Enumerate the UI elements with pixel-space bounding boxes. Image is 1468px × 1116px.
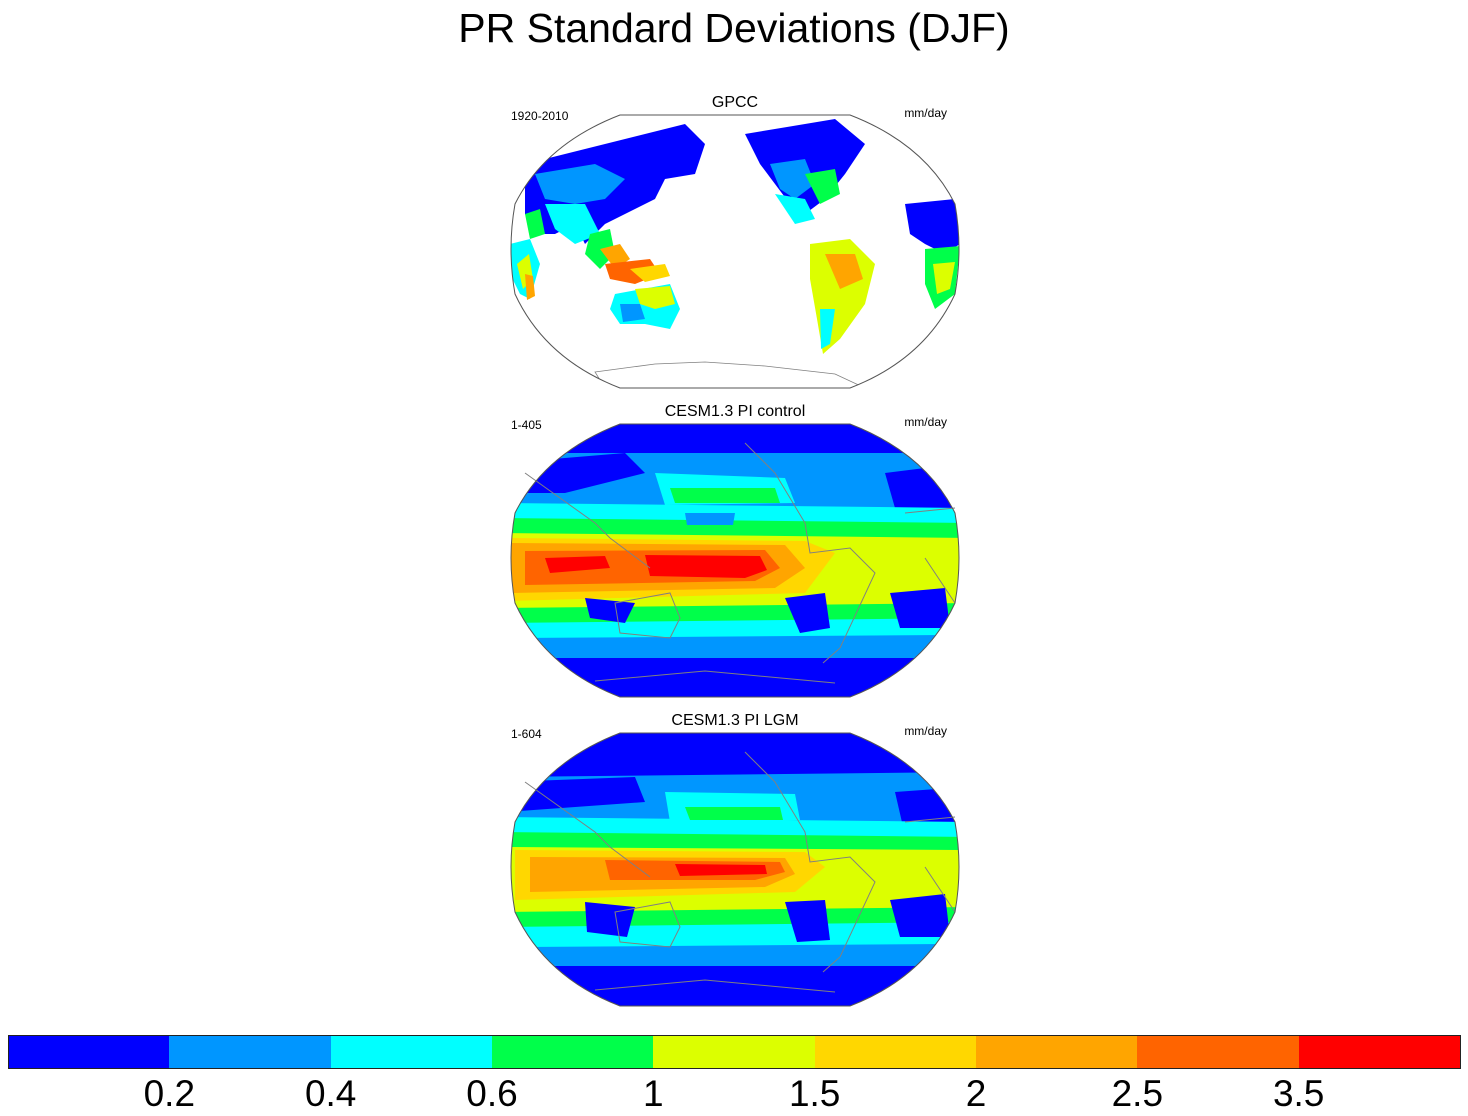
panel-period: 1920-2010 [511, 109, 569, 123]
map-border [510, 114, 960, 389]
colorbar-swatch [169, 1035, 332, 1068]
map-pi-lgm [510, 732, 960, 1007]
colorbar-swatch [8, 1035, 171, 1068]
panel-units: mm/day [904, 106, 947, 120]
colorbar [8, 1035, 1461, 1068]
colorbar-tick-label: 2 [965, 1073, 987, 1114]
colorbar-swatch [653, 1035, 816, 1068]
colorbar-swatch [976, 1035, 1139, 1068]
colorbar-swatch [330, 1035, 493, 1068]
panel-title: GPCC [711, 94, 759, 111]
panel-gpcc: GPCC 1920-2010 mm/day [505, 93, 965, 393]
map-pi-control [510, 423, 960, 698]
panel-pi-control: CESM1.3 PI control 1-405 mm/day [505, 402, 965, 702]
colorbar-swatch [492, 1035, 655, 1068]
panel-title: CESM1.3 PI LGM [671, 712, 799, 729]
panel-units: mm/day [904, 724, 947, 738]
colorbar-tick-label: 1.5 [788, 1073, 841, 1114]
map-border [510, 732, 960, 1007]
colorbar-swatch [1137, 1035, 1300, 1068]
map-gpcc [510, 114, 960, 389]
colorbar-tick-label: 3.5 [1272, 1073, 1325, 1114]
colorbar-tick-label: 0.4 [304, 1073, 357, 1114]
colorbar-tick-label: 2.5 [1111, 1073, 1164, 1114]
panel-period: 1-604 [511, 727, 542, 741]
panel-pi-lgm: CESM1.3 PI LGM 1-604 mm/day [505, 711, 965, 1011]
panel-title: CESM1.3 PI control [664, 403, 806, 420]
figure-title: PR Standard Deviations (DJF) [458, 5, 1010, 51]
map-border [510, 423, 960, 698]
panel-units: mm/day [904, 415, 947, 429]
colorbar-tick-label: 1 [643, 1073, 664, 1114]
panel-period: 1-405 [511, 418, 542, 432]
colorbar-tick-label: 0.2 [143, 1073, 196, 1114]
colorbar-swatch [814, 1035, 977, 1068]
colorbar-tick-label: 0.6 [466, 1073, 518, 1114]
colorbar-swatch [1298, 1035, 1461, 1068]
